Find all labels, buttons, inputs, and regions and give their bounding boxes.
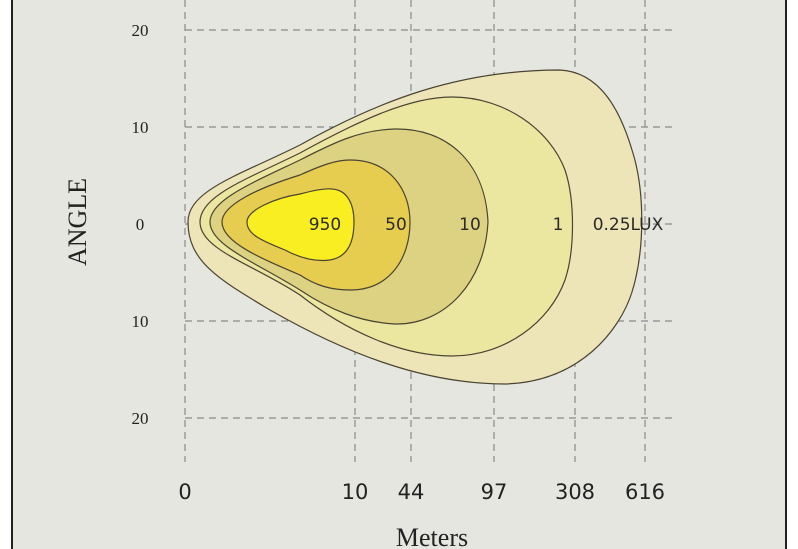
contour-label-025lux: 0.25LUX	[593, 215, 664, 235]
contour-label-50: 50	[385, 215, 407, 235]
x-tick-label: 10	[342, 480, 369, 504]
y-tick-label: 20	[132, 21, 149, 40]
y-tick-label: 10	[132, 312, 149, 331]
y-tick-label: 0	[136, 215, 145, 234]
x-tick-label: 308	[555, 480, 595, 504]
x-axis-label: Meters	[396, 523, 468, 549]
x-axis-ticks: 0 10 44 97 308 616	[178, 480, 665, 504]
contour-regions	[187, 69, 643, 385]
contour-labels: 0.25LUX 1 10 50 950	[309, 215, 664, 235]
contour-label-10: 10	[459, 215, 481, 235]
y-tick-label: 20	[132, 409, 149, 428]
x-tick-label: 44	[398, 480, 425, 504]
contour-label-1: 1	[553, 215, 564, 235]
contour-region-950	[246, 188, 355, 262]
x-tick-label: 97	[481, 480, 508, 504]
contour-label-950: 950	[309, 215, 341, 235]
y-axis-label: ANGLE	[63, 178, 92, 266]
y-tick-label: 10	[132, 118, 149, 137]
x-tick-label: 616	[625, 480, 665, 504]
x-tick-label: 0	[178, 480, 191, 504]
y-axis-ticks: 20 10 0 10 20	[132, 21, 149, 428]
